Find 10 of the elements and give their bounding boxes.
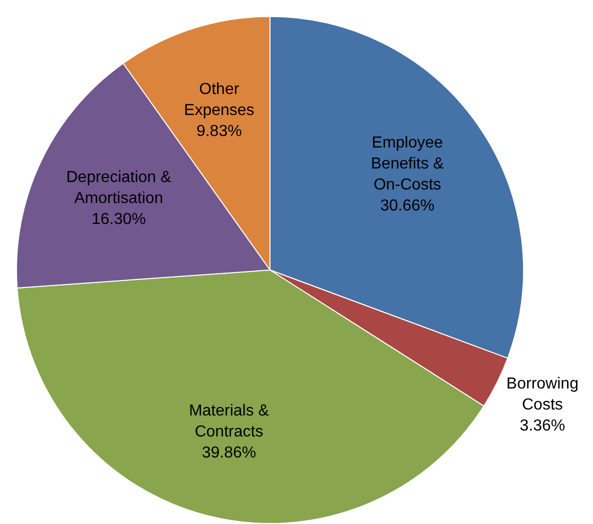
data-label: 3.36% — [520, 418, 566, 435]
slice-label: Borrowing Costs — [506, 376, 578, 414]
slice-label: Materials & Contracts — [188, 402, 270, 441]
data-label: 16.30% — [92, 210, 146, 228]
slice-label: Employee Benefits & On-Costs — [370, 134, 444, 194]
slice-label: Depreciation & Amortisation — [66, 168, 172, 207]
slice-label: Other Expenses — [184, 81, 254, 120]
data-label: 30.66% — [380, 197, 434, 214]
data-label: 9.83% — [196, 123, 242, 140]
data-label: 39.86% — [202, 444, 256, 462]
